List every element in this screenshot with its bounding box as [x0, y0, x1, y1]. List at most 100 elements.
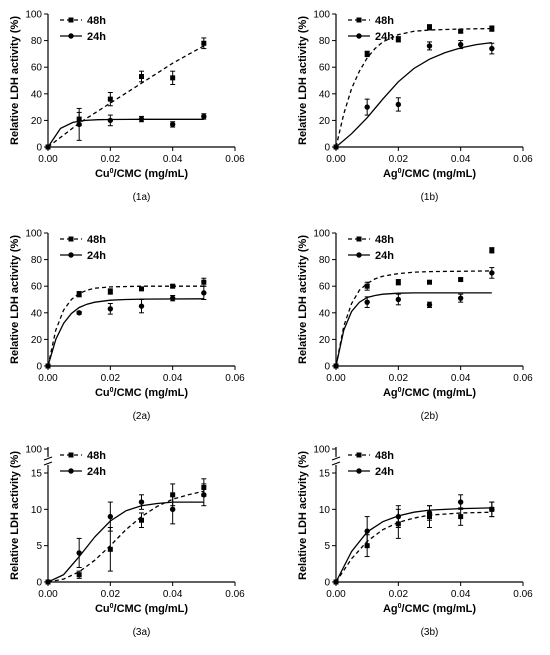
x-tick-label: 0.02 — [389, 589, 409, 600]
fit-line-24h — [47, 118, 204, 148]
data-point-24h — [457, 499, 464, 505]
legend-label: 48h — [87, 450, 106, 462]
legend-label: 48h — [375, 450, 394, 462]
x-tick-label: 0.04 — [163, 589, 183, 600]
x-tick-label: 0.00 — [326, 589, 346, 600]
panel-caption: (3b) — [421, 627, 439, 638]
legend-label: 24h — [375, 466, 394, 478]
data-point-48h — [76, 572, 82, 578]
legend-marker — [356, 236, 362, 242]
y-axis-label: Relative LDH activity (%) — [9, 16, 21, 145]
data-point-24h — [169, 506, 176, 513]
x-tick-label: 0.02 — [101, 154, 121, 165]
x-tick-label: 0.06 — [513, 154, 533, 165]
fit-line-24h — [335, 507, 492, 583]
axis-break-mark — [43, 461, 53, 466]
data-point-24h — [201, 492, 207, 498]
x-tick-label: 0.00 — [38, 373, 58, 384]
y-tick-label: 100 — [313, 10, 330, 21]
legend-marker — [356, 33, 362, 39]
panel-1a: 0.00 0.02 0.04 0.06 0 20 40 60 80 100 Relative LDH… — [9, 10, 245, 204]
x-tick-label: 0.04 — [451, 154, 471, 165]
data-point-48h — [107, 546, 113, 552]
data-point-24h — [333, 144, 339, 150]
legend-marker — [356, 452, 362, 458]
x-tick-label: 0.04 — [451, 589, 471, 600]
data-point-48h — [458, 277, 464, 283]
data-point-48h — [395, 36, 401, 42]
data-point-24h — [138, 499, 145, 505]
y-tick-label: 15 — [319, 469, 331, 480]
legend-label: 48h — [87, 234, 106, 246]
y-axis-label: Relative LDH activity (%) — [297, 16, 309, 145]
data-point-24h — [107, 306, 114, 312]
x-tick-label: 0.06 — [513, 373, 533, 384]
data-point-24h — [138, 303, 145, 309]
x-tick-label: 0.06 — [225, 373, 245, 384]
y-tick-label: 40 — [319, 308, 331, 319]
y-tick-label: 100 — [25, 445, 42, 456]
x-tick-label: 0.06 — [225, 589, 245, 600]
data-point-24h — [457, 295, 464, 301]
y-tick-label: 80 — [319, 36, 331, 47]
y-tick-label: 5 — [36, 541, 42, 552]
panel-2b: 0.00 0.02 0.04 0.06 0 20 40 60 80 100 Relative LDH… — [297, 229, 533, 423]
data-point-48h — [427, 24, 432, 30]
legend-marker — [68, 468, 74, 474]
x-axis-label: Cu0/CMC (mg/mL) — [95, 168, 188, 180]
y-tick-label: 80 — [319, 255, 331, 266]
data-point-48h — [364, 51, 370, 57]
x-tick-label: 0.02 — [101, 373, 121, 384]
panel-2a: 0.00 0.02 0.04 0.06 0 20 40 60 80 100 Relative LDH… — [9, 229, 245, 423]
panel-caption: (1b) — [421, 192, 439, 203]
data-point-24h — [364, 104, 370, 110]
y-tick-label: 100 — [313, 229, 330, 240]
x-tick-label: 0.00 — [38, 154, 58, 165]
data-point-24h — [395, 513, 402, 520]
axis-break-mark — [331, 456, 341, 461]
data-point-24h — [201, 113, 207, 120]
data-point-24h — [426, 510, 433, 516]
x-tick-label: 0.02 — [101, 589, 121, 600]
legend-marker — [68, 17, 74, 23]
data-point-24h — [45, 363, 51, 369]
y-tick-label: 20 — [31, 335, 43, 346]
data-point-48h — [139, 286, 144, 292]
panel-caption: (3a) — [133, 627, 151, 638]
fit-line-48h — [47, 45, 205, 148]
y-tick-label: 10 — [319, 505, 331, 516]
legend-label: 24h — [87, 466, 106, 478]
legend-marker — [68, 452, 74, 458]
legend-marker — [68, 33, 74, 39]
y-tick-label: 0 — [36, 362, 42, 373]
data-point-48h — [489, 26, 495, 32]
fit-line-24h — [47, 501, 204, 583]
legend-marker — [68, 252, 74, 258]
fit-line-24h — [47, 298, 204, 367]
data-point-24h — [333, 363, 339, 369]
y-axis-label: Relative LDH activity (%) — [297, 235, 309, 364]
legend-label: 24h — [87, 250, 106, 262]
y-tick-label: 20 — [319, 335, 331, 346]
data-point-48h — [170, 283, 176, 289]
y-tick-label: 60 — [31, 282, 43, 293]
y-tick-label: 60 — [319, 63, 331, 74]
data-point-24h — [426, 43, 433, 49]
fit-line-48h — [47, 285, 204, 367]
x-axis-label: Cu0/CMC (mg/mL) — [95, 387, 188, 399]
y-tick-label: 100 — [313, 445, 330, 456]
fit-line-48h — [335, 270, 492, 367]
fit-line-24h — [335, 292, 492, 367]
data-point-24h — [107, 117, 114, 124]
data-point-48h — [139, 517, 144, 523]
data-point-24h — [76, 310, 82, 316]
panel-caption: (2b) — [421, 411, 439, 422]
x-tick-label: 0.04 — [451, 373, 471, 384]
fit-line-48h — [335, 27, 492, 148]
legend-label: 24h — [375, 31, 394, 43]
fit-line-48h — [335, 511, 492, 583]
data-point-48h — [201, 279, 207, 285]
y-tick-label: 60 — [31, 63, 43, 74]
data-point-24h — [489, 270, 495, 276]
